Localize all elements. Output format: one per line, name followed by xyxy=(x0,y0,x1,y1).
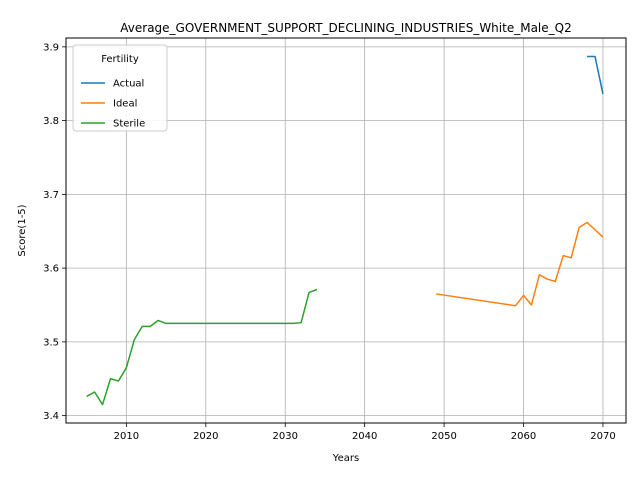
legend-title: Fertility xyxy=(101,54,139,65)
x-tick-label: 2040 xyxy=(352,431,377,442)
legend-label-actual: Actual xyxy=(113,79,144,90)
y-tick-label: 3.7 xyxy=(43,190,59,201)
x-tick-label: 2070 xyxy=(590,431,615,442)
y-tick-label: 3.9 xyxy=(43,42,59,53)
x-tick-label: 2050 xyxy=(431,431,456,442)
x-tick-label: 2060 xyxy=(511,431,536,442)
x-axis-label: Years xyxy=(332,453,359,464)
y-tick-label: 3.4 xyxy=(43,411,59,422)
legend-label-sterile: Sterile xyxy=(113,119,145,130)
y-tick-label: 3.8 xyxy=(43,116,59,127)
x-tick-label: 2030 xyxy=(273,431,298,442)
chart-title: Average_GOVERNMENT_SUPPORT_DECLINING_IND… xyxy=(120,21,571,35)
y-tick-label: 3.6 xyxy=(43,264,59,275)
legend-label-ideal: Ideal xyxy=(113,99,137,110)
y-axis-label: Score(1-5) xyxy=(17,204,28,256)
x-tick-label: 2010 xyxy=(114,431,139,442)
legend: Fertility Actual Ideal Sterile xyxy=(73,45,167,131)
y-tick-label: 3.5 xyxy=(43,337,59,348)
x-tick-label: 2020 xyxy=(193,431,218,442)
